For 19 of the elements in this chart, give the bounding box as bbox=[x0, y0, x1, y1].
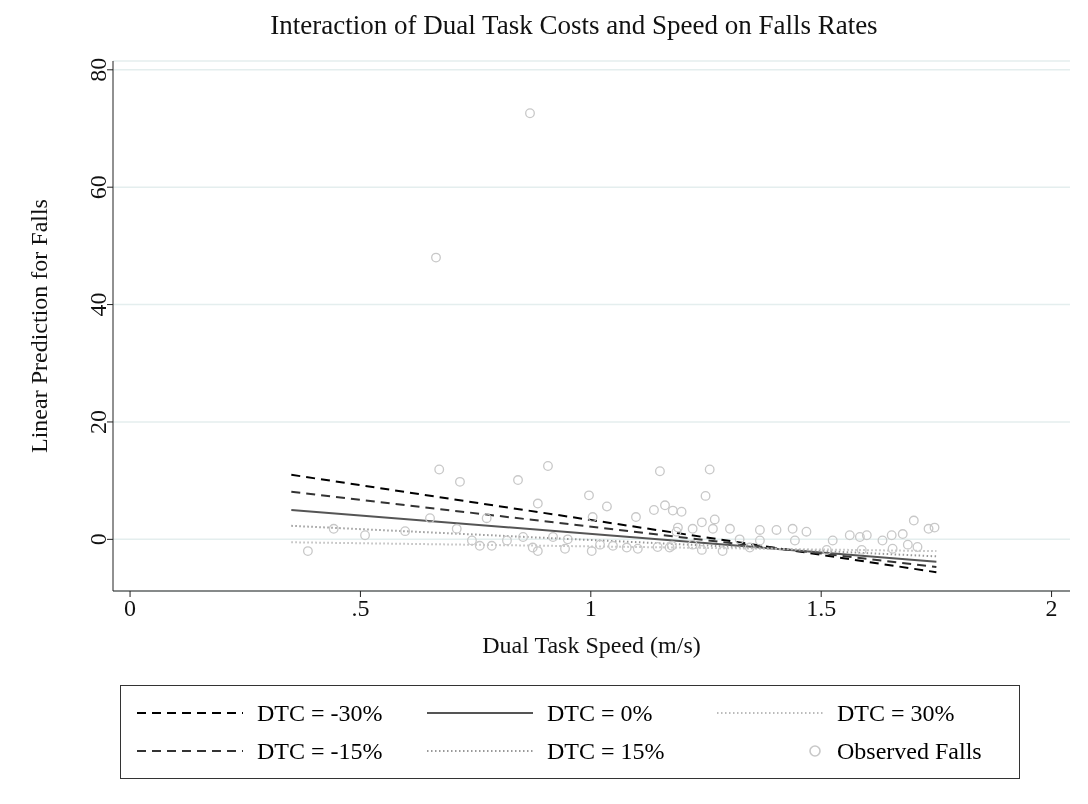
legend-label: DTC = -15% bbox=[257, 737, 383, 765]
y-axis-title: Linear Prediction for Falls bbox=[25, 199, 52, 453]
y-tick-label: 0 bbox=[84, 533, 111, 546]
legend-label: DTC = 30% bbox=[837, 699, 955, 727]
x-tick-label: 2 bbox=[1045, 595, 1058, 622]
chart-title: Interaction of Dual Task Costs and Speed on Falls Rates bbox=[269, 10, 879, 41]
y-tick-label: 40 bbox=[84, 292, 111, 317]
x-tick-label: 1.5 bbox=[806, 595, 837, 622]
y-tick-label: 20 bbox=[84, 409, 111, 434]
y-tick-label: 80 bbox=[84, 57, 111, 82]
x-tick-label: 1 bbox=[584, 595, 597, 622]
legend-label: DTC = 15% bbox=[547, 737, 665, 765]
legend-label: Observed Falls bbox=[837, 737, 982, 765]
y-tick-label: 60 bbox=[84, 175, 111, 200]
x-tick-label: 0 bbox=[124, 595, 137, 622]
legend-label: DTC = -30% bbox=[257, 699, 383, 727]
x-tick-label: .5 bbox=[351, 595, 370, 622]
legend-label: DTC = 0% bbox=[547, 699, 653, 727]
x-axis-title: Dual Task Speed (m/s) bbox=[482, 632, 701, 658]
